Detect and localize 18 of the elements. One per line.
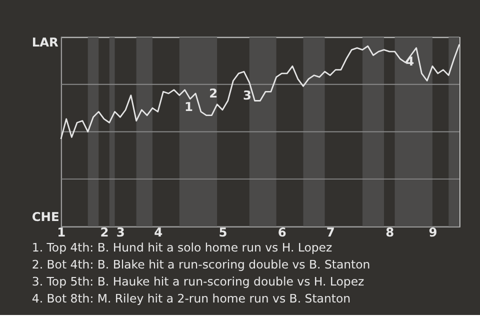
x-tick-label: 7 (326, 225, 335, 240)
x-tick-label: 4 (154, 225, 163, 240)
x-tick-label: 6 (278, 225, 286, 240)
annotation: 3 (243, 88, 252, 102)
text: 3. Top 5th: B. Hauke hit a run-scoring double vs H. Lopez (32, 274, 364, 288)
annotation: 2 (209, 86, 218, 101)
annotation: 1 (184, 100, 193, 114)
text: LAR (32, 35, 60, 50)
text: 2. Bot 4th: B. Blake hit a run-scoring double vs B. Stanton (32, 258, 370, 272)
x-tick-label: 1 (57, 225, 66, 240)
text: 1. Top 4th: B. Hund hit a solo home run vs H. Lopez (32, 240, 332, 255)
x-tick-label: 9 (428, 225, 438, 240)
text: CHE (32, 210, 60, 224)
x-tick-label: 8 (386, 225, 394, 240)
x-tick-label: 3 (116, 225, 125, 240)
text: 4. Bot 8th: M. Riley hit a 2-run home run vs B. Stanton (32, 291, 351, 306)
x-tick-label: 2 (100, 225, 109, 240)
x-tick-label: 5 (218, 225, 228, 240)
